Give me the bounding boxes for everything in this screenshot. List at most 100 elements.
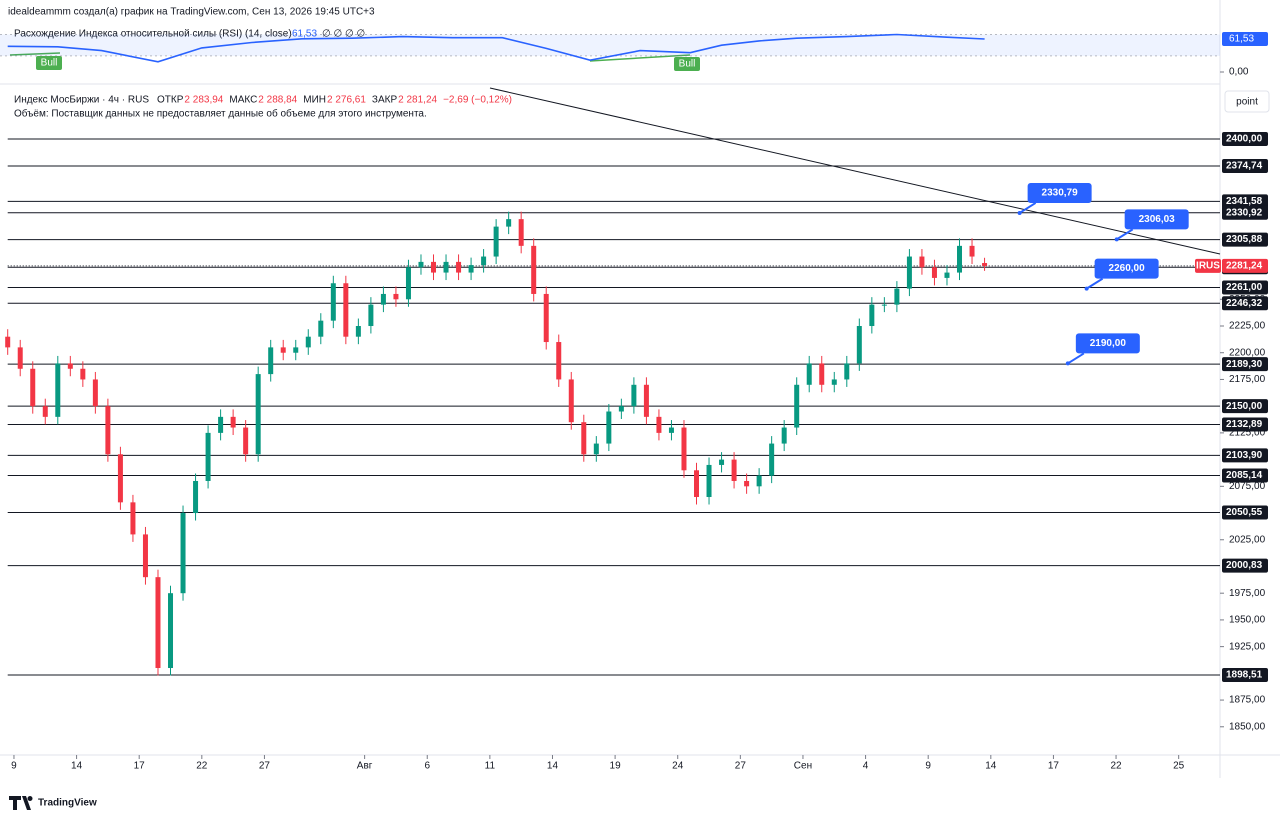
- level-box: [1222, 357, 1268, 372]
- candle-body: [919, 256, 925, 268]
- candle-body: [531, 245, 537, 294]
- rsi-current: 61,53: [292, 29, 317, 40]
- candle-body: [468, 265, 474, 273]
- callout-box: [1124, 209, 1189, 230]
- symbol-label: IRUS: [1196, 261, 1220, 272]
- point-button-label[interactable]: point: [1236, 97, 1258, 108]
- volume-note: Объём: Поставщик данных не предоставляет…: [14, 108, 427, 120]
- level-box: [1222, 131, 1268, 146]
- candle-body: [293, 347, 299, 353]
- level-label: 2085,14: [1226, 470, 1263, 481]
- candle-body: [142, 534, 148, 578]
- x-tick-label: Сен: [794, 761, 812, 772]
- candle-body: [756, 475, 762, 487]
- ohlc-value: 2 283,94: [184, 95, 223, 106]
- level-label: 2103,90: [1226, 450, 1263, 461]
- candle-body: [393, 293, 399, 300]
- point-button[interactable]: [1224, 90, 1270, 113]
- ohlc-key: −2,69 (−0,12%): [443, 95, 512, 106]
- candle-body: [431, 261, 437, 273]
- callout-label: 2330,79: [1042, 188, 1079, 199]
- ohlc-key: ЗАКР: [372, 95, 398, 106]
- candle-body: [55, 363, 61, 417]
- ohlc-value: 2 288,84: [258, 95, 297, 106]
- candle-body: [856, 326, 862, 364]
- candle-body: [343, 283, 349, 337]
- candle-body: [255, 374, 261, 455]
- callout-pointer: [1116, 228, 1134, 241]
- x-tick-label: 25: [1173, 761, 1185, 772]
- ohlc-key: МИН: [303, 95, 326, 106]
- callout-pointer: [1086, 277, 1104, 290]
- callout-box: [1094, 258, 1159, 279]
- candle-body: [506, 219, 512, 227]
- candle-body: [593, 443, 599, 455]
- level-label: 2050,55: [1226, 507, 1263, 518]
- candle-body: [556, 342, 562, 380]
- rsi-title: Расхождение Индекса относительной силы (…: [14, 29, 292, 40]
- x-tick-label: 11: [485, 761, 496, 772]
- candle-body: [67, 363, 73, 369]
- x-tick-label: 24: [672, 761, 684, 772]
- rsi-band: [0, 34, 1220, 56]
- candle-body: [944, 272, 950, 278]
- candle-body: [618, 406, 624, 412]
- x-tick-label: 14: [985, 761, 997, 772]
- candle-body: [906, 256, 912, 289]
- x-tick-label: 27: [735, 761, 747, 772]
- brand-logo: TradingView: [9, 796, 97, 810]
- candle-body: [130, 502, 136, 535]
- candle-body: [493, 226, 499, 257]
- x-tick-label: 4: [863, 761, 869, 772]
- level-label: 2261,00: [1226, 282, 1263, 293]
- level-box: [1222, 558, 1268, 573]
- level-box: [1222, 468, 1268, 483]
- candle-body: [543, 293, 549, 343]
- level-box: [1222, 205, 1268, 220]
- x-tick-label: 9: [11, 761, 17, 772]
- y-tick-label: 1975,00: [1229, 588, 1266, 599]
- ohlc-key: ОТКР: [157, 95, 184, 106]
- level-box: [1222, 232, 1268, 247]
- candle-body: [719, 459, 725, 465]
- candle-body: [631, 384, 637, 407]
- candle-body: [481, 256, 487, 266]
- level-label: 1898,51: [1226, 670, 1263, 681]
- candle-body: [42, 406, 48, 417]
- candle-body: [105, 406, 111, 455]
- rsi-value-box: [1222, 32, 1268, 47]
- candle-body: [581, 422, 587, 455]
- level-label: 2132,89: [1226, 419, 1263, 430]
- candle-body: [205, 432, 211, 481]
- level-box: [1222, 505, 1268, 520]
- candle-body: [819, 363, 825, 385]
- candle-body: [180, 513, 186, 594]
- y-tick-label: 1925,00: [1229, 641, 1266, 652]
- candle-body: [368, 304, 374, 327]
- y-tick-label: 2175,00: [1229, 374, 1266, 385]
- bull-badge: [674, 57, 700, 71]
- candle-body: [957, 245, 963, 273]
- level-label: 2341,58: [1226, 196, 1263, 207]
- candle-body: [831, 379, 837, 385]
- y-tick-label: 2225,00: [1229, 321, 1266, 332]
- candle-body: [731, 459, 737, 481]
- level-label: 2246,32: [1226, 298, 1263, 309]
- candle-body: [17, 347, 23, 369]
- level-label: 2189,30: [1226, 359, 1263, 370]
- candle-body: [931, 267, 937, 278]
- level-label: 2305,88: [1226, 234, 1263, 245]
- x-tick-label: 17: [1048, 761, 1060, 772]
- rsi-tick-label: 61,53: [1229, 34, 1254, 45]
- candle-body: [606, 411, 612, 444]
- candle-body: [881, 304, 887, 306]
- candle-body: [405, 267, 411, 300]
- candle-body: [744, 480, 750, 487]
- candle-body: [380, 293, 386, 305]
- last-price-box: [1222, 258, 1268, 273]
- x-tick-label: 27: [259, 761, 271, 772]
- level-label: 2000,83: [1226, 560, 1263, 571]
- ohlc-value: 2 276,61: [327, 95, 366, 106]
- candle-body: [806, 363, 812, 385]
- x-tick-label: 9: [925, 761, 931, 772]
